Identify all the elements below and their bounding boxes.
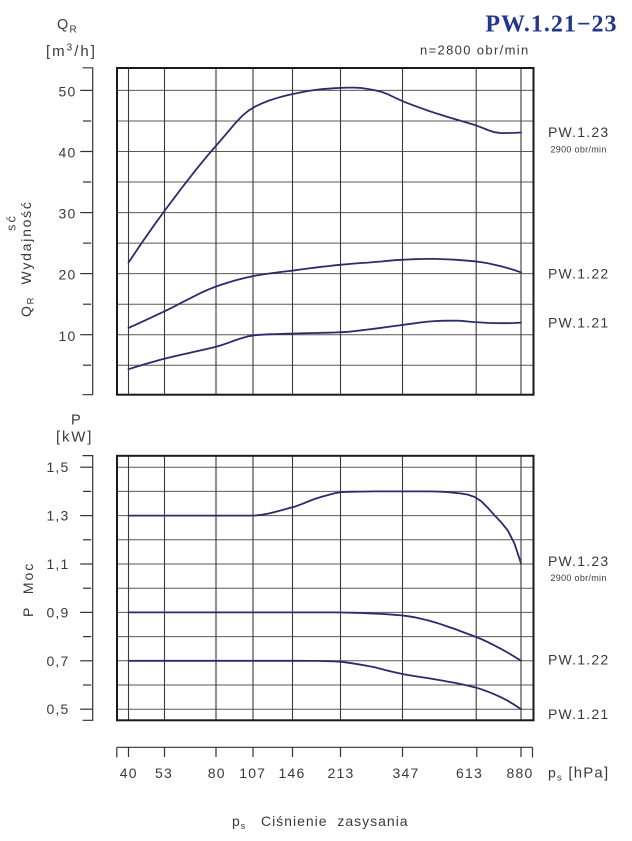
svg-text:P Moc: P Moc — [20, 562, 36, 617]
svg-text:213: 213 — [328, 765, 355, 781]
svg-text:sć: sć — [4, 214, 19, 231]
svg-text:PW.1.23: PW.1.23 — [548, 124, 609, 140]
svg-text:10: 10 — [59, 328, 77, 344]
svg-text:PW.1.21: PW.1.21 — [548, 706, 609, 722]
svg-text:0,5: 0,5 — [46, 701, 69, 717]
svg-text:347: 347 — [393, 765, 420, 781]
svg-text:PW.1.22: PW.1.22 — [548, 652, 609, 668]
svg-text:50: 50 — [59, 84, 77, 100]
svg-text:107: 107 — [239, 765, 266, 781]
svg-text:ps Ciśnienie zasysania: ps Ciśnienie zasysania — [232, 813, 409, 831]
svg-text:30: 30 — [59, 206, 77, 222]
svg-text:P: P — [71, 413, 82, 429]
svg-text:2900 obr/min: 2900 obr/min — [551, 573, 607, 583]
svg-text:146: 146 — [279, 765, 306, 781]
svg-text:880: 880 — [507, 765, 534, 781]
svg-text:n=2800 obr/min: n=2800 obr/min — [420, 43, 530, 58]
svg-text:QR Wydajność: QR Wydajność — [18, 200, 37, 317]
svg-text:613: 613 — [456, 765, 483, 781]
svg-text:40: 40 — [59, 145, 77, 161]
svg-text:0,7: 0,7 — [46, 653, 69, 669]
svg-text:1,5: 1,5 — [46, 459, 69, 475]
svg-text:0,9: 0,9 — [46, 604, 69, 620]
svg-text:[kW]: [kW] — [56, 429, 93, 446]
svg-text:40: 40 — [120, 765, 138, 781]
svg-text:1,3: 1,3 — [46, 508, 69, 524]
svg-text:1,1: 1,1 — [46, 556, 69, 572]
svg-text:ps [hPa]: ps [hPa] — [548, 765, 609, 784]
svg-text:2900 obr/min: 2900 obr/min — [551, 145, 607, 155]
svg-text:80: 80 — [208, 765, 226, 781]
svg-text:PW.1.21: PW.1.21 — [548, 315, 609, 331]
svg-text:20: 20 — [59, 267, 77, 283]
svg-text:PW.1.21−23: PW.1.21−23 — [485, 12, 617, 38]
svg-text:53: 53 — [155, 765, 173, 781]
svg-text:[m3/h]: [m3/h] — [46, 43, 97, 61]
svg-text:PW.1.22: PW.1.22 — [548, 266, 609, 282]
svg-text:PW.1.23: PW.1.23 — [548, 553, 609, 569]
svg-text:QR: QR — [57, 17, 78, 36]
